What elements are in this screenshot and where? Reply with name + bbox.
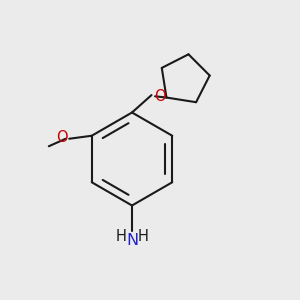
- Text: O: O: [154, 89, 166, 104]
- Text: H: H: [115, 229, 126, 244]
- Text: O: O: [56, 130, 68, 145]
- Text: N: N: [126, 233, 138, 248]
- Text: H: H: [138, 229, 149, 244]
